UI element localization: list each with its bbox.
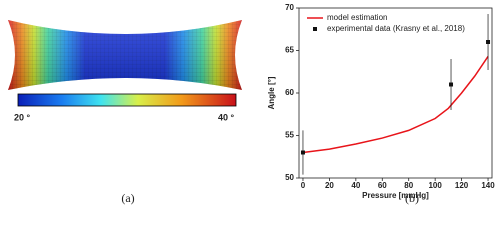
x-tick-label: 80 [404,181,413,190]
chart: 0 20 40 60 80 100 120 140 50 55 60 65 70 Pressure [mm… [267,3,495,200]
y-tick-label: 50 [285,173,294,182]
legend-label: model estimation [327,13,387,22]
x-tick-label: 20 [325,181,334,190]
y-axis-label: Angle [°] [267,76,276,109]
model-line [302,56,489,154]
colorbar [17,93,237,107]
y-tick-label: 55 [285,131,294,140]
caption: (a) [121,191,134,205]
x-tick-label: 120 [455,181,469,190]
data-point [449,82,454,87]
colorbar-max-label: 40 ° [218,112,235,122]
x-tick-label: 100 [428,181,442,190]
x-tick-label: 60 [378,181,387,190]
figure: 20 ° 40 ° (a) (b) 0 20 40 60 80 100 120 140 50 55… [8,3,495,205]
y-tick-label: 60 [285,88,294,97]
mesh [8,20,242,90]
x-tick-label: 0 [301,181,306,190]
data-point [300,150,305,155]
colorbar-min-label: 20 ° [14,112,31,122]
data-point [486,40,491,44]
x-tick-label: 140 [481,181,495,190]
x-tick-label: 40 [351,181,360,190]
legend-swatch [313,27,317,31]
y-tick-label: 70 [285,3,294,12]
caption: (b) [405,191,419,205]
legend-label: experimental data (Krasny et al., 2018) [327,24,465,33]
x-axis-label: Pressure [mmHg] [362,191,429,200]
plot-frame [298,7,493,179]
y-tick-label: 65 [285,46,294,55]
